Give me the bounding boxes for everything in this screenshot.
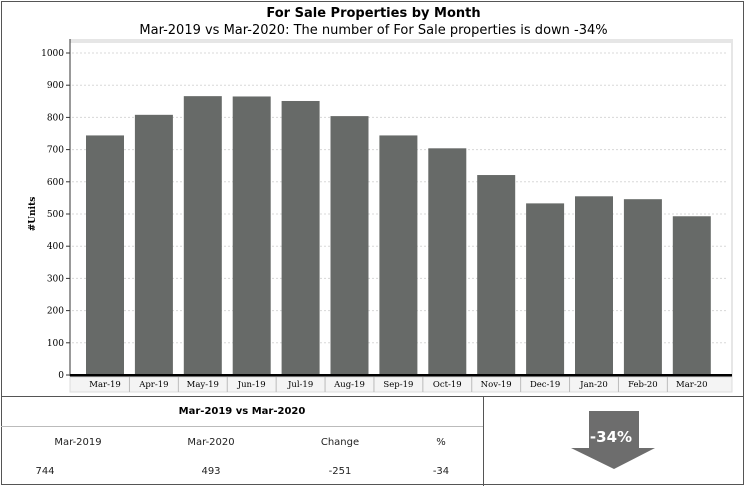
chart-title: For Sale Properties by Month: [266, 6, 481, 21]
bar-oct-19: [428, 148, 467, 375]
bar-chart: 0 100 200 300 400 500 600 700 800 900 1000 #Units Ma…: [28, 39, 733, 393]
bar-may-19: [183, 96, 222, 375]
y-axis-label: #Units: [28, 197, 38, 232]
y-tick-label: 200: [47, 307, 64, 317]
x-tick-label: Apr-19: [138, 380, 168, 390]
y-tick-label: 0: [58, 371, 64, 381]
y-tick-label: 400: [47, 242, 64, 252]
down-arrow-icon: [571, 411, 655, 469]
y-tick-label: 700: [47, 146, 64, 156]
x-tick-label: Mar-20: [676, 380, 708, 390]
bar-jun-19: [232, 96, 271, 375]
y-tick-label: 1000: [41, 49, 64, 59]
x-tick-label: Feb-20: [628, 380, 658, 390]
x-tick-label: Sep-19: [383, 380, 413, 390]
stats-header-mar-2020: Mar-2020: [187, 437, 235, 448]
bar-sep-19: [379, 135, 418, 375]
bar-jan-20: [575, 196, 613, 375]
plot-top-band: [70, 39, 732, 43]
y-tick-label: 100: [47, 339, 64, 349]
bar-nov-19: [477, 175, 516, 375]
stats-value-mar-2020: 493: [201, 466, 221, 477]
y-tick-label: 900: [47, 81, 64, 91]
x-axis-baseline: [70, 374, 732, 377]
stats-value-mar-2019: 744: [35, 466, 55, 477]
bar-mar-20: [672, 216, 711, 375]
x-tick-label: May-19: [187, 380, 219, 390]
y-tick-label: 300: [47, 274, 64, 284]
chart-subtitle: Mar-2019 vs Mar-2020: The number of For …: [139, 23, 608, 38]
stats-value-change: -251: [328, 466, 352, 477]
bar-jul-19: [281, 100, 320, 375]
bar-mar-19: [86, 135, 124, 375]
bar-aug-19: [330, 116, 369, 375]
x-tick-label: Mar-19: [89, 380, 121, 390]
indicator-panel: [484, 397, 744, 486]
stats-value-percent: -34: [432, 466, 450, 477]
stats-header-change: Change: [320, 437, 360, 448]
bar-feb-20: [623, 199, 662, 375]
stats-header-mar-2019: Mar-2019: [54, 437, 102, 448]
x-tick-label: Aug-19: [333, 380, 365, 390]
bar-apr-19: [134, 114, 173, 375]
y-tick-label: 800: [47, 113, 64, 123]
x-tick-label: Nov-19: [481, 380, 512, 390]
x-tick-label: Jun-19: [237, 380, 266, 390]
x-label-strip: [69, 376, 733, 393]
bar-dec-19: [526, 203, 565, 375]
stats-header-percent: %: [436, 437, 446, 448]
x-tick-label: Dec-19: [530, 380, 560, 390]
x-tick-label: Jul-19: [287, 380, 313, 390]
stats-title: Mar-2019 vs Mar-2020: [178, 406, 306, 417]
indicator-text: -34%: [589, 428, 633, 446]
x-tick-label: Jan-20: [579, 380, 608, 390]
stats-divider: [1, 426, 483, 427]
comparison-section: Mar-2019 vs Mar-2020 Mar-2019 Mar-2020 C…: [1, 396, 744, 486]
y-tick-label: 600: [47, 178, 64, 188]
x-tick-label: Oct-19: [433, 380, 462, 390]
stats-table: Mar-2019 vs Mar-2020 Mar-2019 Mar-2020 C…: [1, 397, 484, 486]
y-tick-label: 500: [47, 210, 64, 220]
